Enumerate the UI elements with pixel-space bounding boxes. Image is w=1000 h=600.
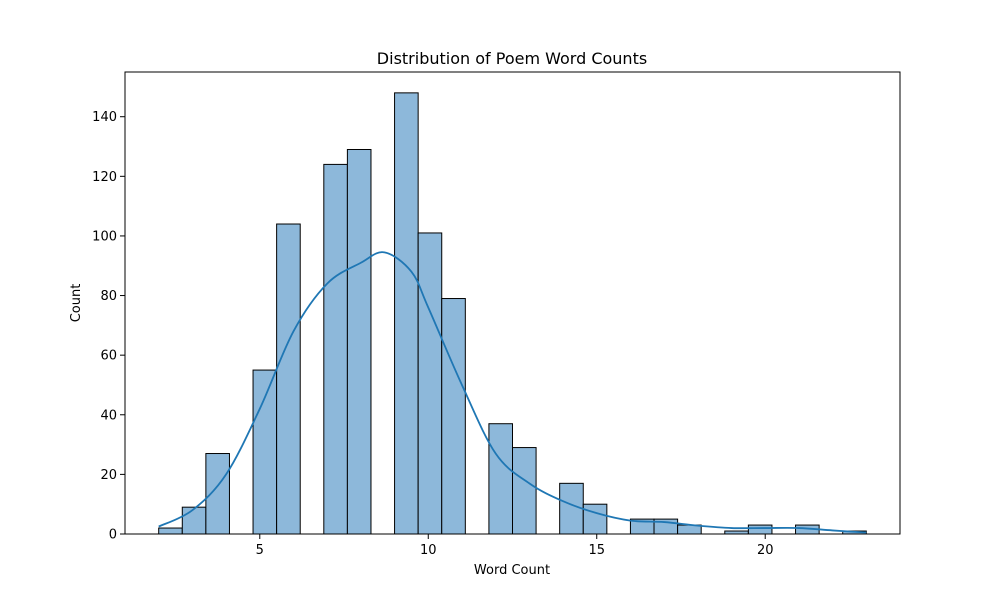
y-tick-label: 40 — [100, 408, 117, 423]
x-axis-ticks: 5 10 15 20 — [256, 534, 774, 558]
y-tick-label: 120 — [92, 170, 117, 185]
histogram-bar — [252, 369, 278, 535]
histogram-bar — [488, 423, 514, 535]
y-tick-label: 140 — [92, 110, 117, 125]
histogram-bar — [441, 298, 466, 535]
y-tick-label: 20 — [100, 468, 117, 483]
histogram-bar — [512, 447, 537, 535]
histogram-bar — [346, 148, 372, 535]
y-tick-label: 100 — [92, 229, 117, 244]
y-tick-label: 80 — [100, 289, 117, 304]
y-axis-label: Count — [69, 284, 84, 323]
histogram-bar — [323, 163, 348, 535]
x-tick-label: 20 — [757, 543, 774, 558]
x-tick-label: 15 — [588, 543, 605, 558]
histogram-bar — [747, 524, 773, 535]
x-tick-label: 5 — [256, 543, 264, 558]
histogram-bar — [181, 506, 207, 535]
histogram-bar — [417, 232, 443, 535]
y-axis-ticks: 0 20 40 60 80 100 120 140 — [92, 110, 125, 543]
plot-frame — [124, 71, 901, 535]
y-tick-label: 60 — [100, 349, 117, 364]
chart-title: Distribution of Poem Word Counts — [377, 49, 647, 68]
histogram-bar — [394, 92, 419, 535]
kde-curve — [158, 251, 867, 534]
histogram-bar — [158, 527, 183, 535]
y-tick-label: 0 — [109, 528, 117, 543]
histogram-bar — [276, 223, 301, 535]
x-tick-label: 10 — [420, 543, 437, 558]
x-axis-label: Word Count — [474, 563, 550, 578]
histogram-bar — [582, 503, 608, 535]
